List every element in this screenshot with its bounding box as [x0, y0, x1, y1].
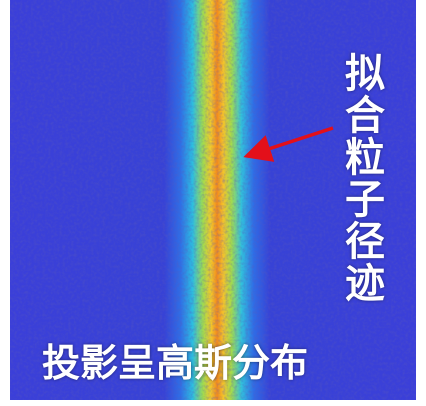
figure: 拟合粒子径迹 投影呈高斯分布 — [0, 0, 426, 406]
track-label: 拟合粒子径迹 — [338, 52, 384, 304]
projection-label: 投影呈高斯分布 — [42, 340, 308, 386]
